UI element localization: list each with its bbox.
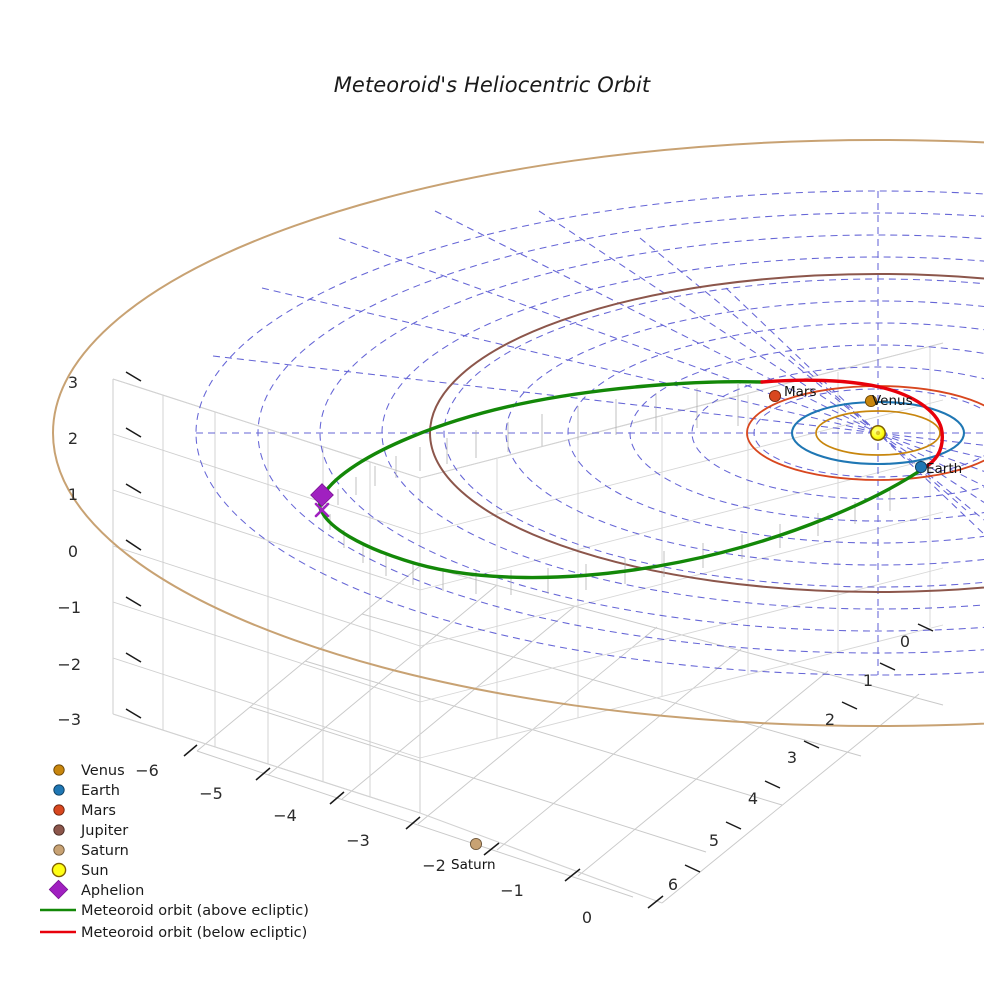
legend-label-aphelion: Aphelion (81, 883, 144, 899)
label-mars: Mars (784, 384, 817, 400)
legend-label-jupiter: Jupiter (80, 823, 128, 839)
z-tick-label: −2 (57, 655, 81, 674)
legend-item-earth[interactable]: Earth (53, 783, 120, 799)
floor-grid-lines-y (196, 564, 920, 904)
legend-item-meteoroid-below[interactable]: Meteoroid orbit (below ecliptic) (40, 925, 307, 941)
x-tick-label: 0 (582, 908, 592, 927)
z-tick-label: 1 (68, 485, 78, 504)
marker-venus (864, 394, 878, 408)
z-tick-label: −3 (57, 710, 81, 729)
legend-label-sun: Sun (81, 863, 109, 879)
legend-item-jupiter[interactable]: Jupiter (53, 823, 129, 839)
legend-marker-sun (51, 862, 67, 878)
z-tick-label: 0 (68, 542, 78, 561)
meteoroid-orbit-below-ecliptic (760, 378, 944, 470)
floor-grid-lines-x (196, 564, 944, 898)
y-tick-label: 4 (748, 789, 758, 808)
axis-tick-marks (125, 371, 934, 909)
label-venus: Venus (872, 393, 913, 409)
legend-label-meteoroid-above: Meteoroid orbit (above ecliptic) (81, 903, 309, 919)
marker-mars (768, 389, 782, 403)
x-tick-label: −4 (273, 806, 297, 825)
label-saturn: Saturn (451, 857, 496, 873)
legend-label-meteoroid-below: Meteoroid orbit (below ecliptic) (81, 925, 307, 941)
y-tick-label: 5 (709, 831, 719, 850)
z-axis-tick-labels: 3 2 1 0 −1 −2 −3 (57, 373, 81, 729)
x-tick-label: −1 (500, 881, 524, 900)
legend-marker-earth (53, 784, 65, 796)
orbit-venus (815, 410, 941, 456)
legend-item-saturn[interactable]: Saturn (53, 843, 129, 859)
legend-marker-mars (53, 804, 65, 816)
z-tick-label: 2 (68, 429, 78, 448)
y-tick-label: 3 (787, 748, 797, 767)
x-tick-label: −3 (346, 831, 370, 850)
z-tick-label: 3 (68, 373, 78, 392)
legend-label-mars: Mars (81, 803, 116, 819)
x-tick-marks (183, 744, 664, 909)
leftpane-grid-horizontal (112, 378, 421, 814)
marker-saturn (469, 837, 483, 851)
orbit-jupiter (429, 273, 984, 593)
legend-marker-venus (53, 764, 65, 776)
body-text-labels: Mars Venus Earth Saturn (451, 384, 962, 873)
legend-item-venus[interactable]: Venus (53, 763, 125, 779)
marker-sun-core (875, 430, 881, 436)
marker-aphelion (310, 483, 334, 507)
legend-marker-saturn (53, 844, 65, 856)
y-tick-label: 2 (825, 710, 835, 729)
ecliptic-polar-grid (195, 190, 984, 676)
legend-item-sun[interactable]: Sun (51, 862, 109, 879)
legend-item-meteoroid-above[interactable]: Meteoroid orbit (above ecliptic) (40, 903, 309, 919)
z-tick-label: −1 (57, 598, 81, 617)
x-axis-tick-labels: −6 −5 −4 −3 −2 −1 0 (135, 761, 592, 927)
legend-item-aphelion[interactable]: Aphelion (48, 879, 144, 900)
legend-marker-jupiter (53, 824, 65, 836)
y-tick-label: 1 (863, 671, 873, 690)
legend-label-saturn: Saturn (81, 843, 129, 859)
y-tick-marks (684, 623, 934, 873)
legend-label-earth: Earth (81, 783, 120, 799)
meteoroid-orbit-above-ecliptic (317, 379, 926, 580)
backpane-grid (419, 342, 944, 759)
z-tick-marks (125, 371, 142, 719)
y-axis-tick-labels: 0 1 2 3 4 5 6 (668, 632, 910, 894)
marker-aphelion-cross (314, 502, 330, 518)
polar-grid-rings (195, 190, 984, 676)
label-earth: Earth (926, 461, 962, 477)
x-tick-label: −5 (199, 784, 223, 803)
x-tick-label: −2 (422, 856, 446, 875)
orbit-earth (790, 400, 966, 466)
x-tick-label: −6 (135, 761, 159, 780)
y-tick-label: 0 (900, 632, 910, 651)
body-markers (310, 389, 928, 851)
orbit-saturn (52, 139, 984, 727)
legend-label-venus: Venus (81, 763, 125, 779)
legend-item-mars[interactable]: Mars (53, 803, 116, 819)
axes-pane-grid (112, 342, 944, 904)
legend-marker-aphelion (48, 879, 69, 900)
marker-earth (914, 460, 928, 474)
legend[interactable]: Venus Earth Mars Jupiter Saturn (40, 763, 309, 941)
y-tick-label: 6 (668, 875, 678, 894)
